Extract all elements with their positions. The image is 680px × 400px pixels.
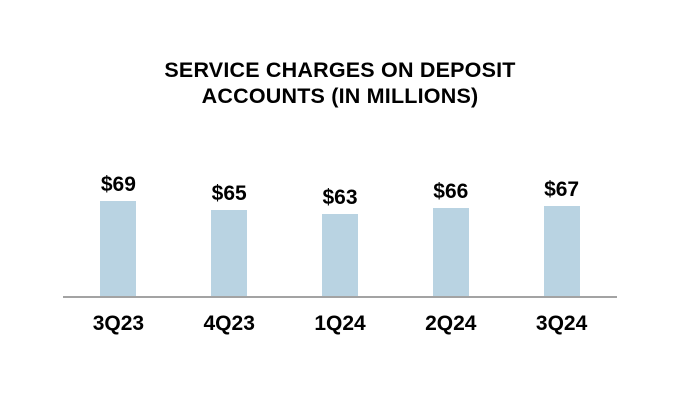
- x-axis-tick-label: 2Q24: [425, 312, 477, 335]
- bar: [432, 207, 469, 297]
- chart-title-line2: ACCOUNTS (IN MILLIONS): [201, 84, 479, 108]
- bar: [100, 201, 137, 297]
- bar-value-label: $69: [100, 173, 136, 197]
- bar-value-label: $65: [211, 181, 247, 205]
- x-axis-tick-label: 1Q24: [314, 312, 366, 335]
- bar: [211, 209, 248, 297]
- chart-title: SERVICE CHARGES ON DEPOSIT ACCOUNTS (IN …: [0, 57, 680, 109]
- bar: [322, 214, 358, 297]
- x-axis-tick-label: 4Q23: [203, 312, 255, 335]
- bar-value-label: $66: [433, 179, 469, 203]
- chart-title-line1: SERVICE CHARGES ON DEPOSIT: [164, 58, 516, 82]
- x-axis-tick-label: 3Q23: [92, 312, 145, 335]
- x-axis-line: [63, 296, 617, 298]
- bar-value-label: $63: [322, 186, 358, 210]
- bar: [543, 205, 580, 297]
- bar-value-label: $67: [544, 177, 580, 201]
- x-axis-tick-label: 3Q24: [535, 312, 588, 335]
